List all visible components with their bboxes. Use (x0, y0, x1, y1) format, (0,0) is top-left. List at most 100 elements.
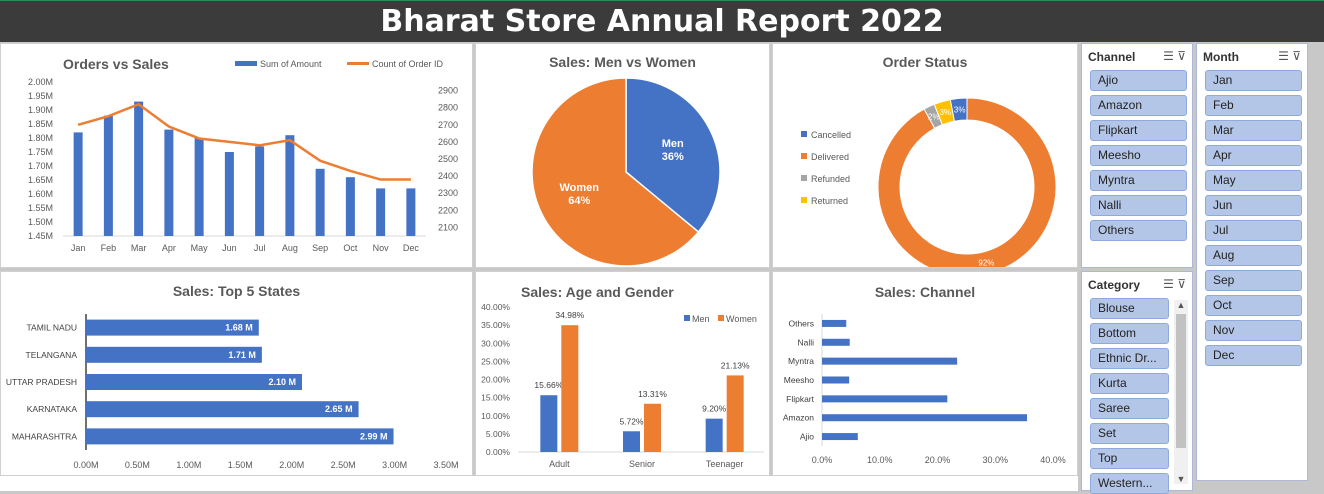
amount-bar (164, 129, 174, 236)
channel-label: Myntra (788, 356, 814, 366)
month-slicer-item[interactable]: Dec (1205, 345, 1302, 366)
month-slicer-item[interactable]: Jun (1205, 195, 1302, 216)
order-status-panel[interactable]: Order Status 92% 2% 3% 3% Cancelled Delivered… (772, 43, 1078, 277)
month-slicer-item[interactable]: Sep (1205, 270, 1302, 291)
legend-label: Refunded (811, 174, 850, 184)
clear-filter-icon[interactable]: ⊽ (1177, 49, 1186, 63)
y-left-tick-label: 1.45M (28, 231, 53, 241)
channel-slicer-item[interactable]: Nalli (1090, 195, 1187, 216)
amount-bar (376, 188, 386, 236)
channel-label: Flipkart (786, 394, 815, 404)
month-slicer-item[interactable]: Jul (1205, 220, 1302, 241)
age-gender-bar (623, 431, 640, 452)
x-tick-label: 3.50M (433, 460, 458, 470)
month-slicer-header: Month (1203, 50, 1239, 64)
category-slicer-header: Category (1088, 278, 1141, 292)
category-scrollbar[interactable]: ▲ ▼ (1174, 300, 1188, 484)
channel-label: Others (788, 318, 814, 328)
orders-vs-sales-panel[interactable]: Orders vs Sales 2.00M 1.95M 1.90M 1.85M 1.80… (0, 43, 473, 268)
multi-select-icon[interactable]: ☰ (1278, 49, 1289, 63)
x-tick-label: Feb (101, 243, 117, 253)
clear-filter-icon[interactable]: ⊽ (1177, 277, 1186, 291)
x-tick-label: 0.00M (73, 460, 98, 470)
legend-label: Delivered (811, 152, 849, 162)
category-slicer-item[interactable]: Kurta (1090, 373, 1169, 394)
y-left-tick-label: 1.80M (28, 133, 53, 143)
x-tick-label: Jan (71, 243, 86, 253)
x-tick-label: Senior (629, 459, 655, 469)
channel-slicer-item[interactable]: Flipkart (1090, 120, 1187, 141)
y-tick-label: 15.00% (481, 393, 510, 403)
month-slicer-item[interactable]: Mar (1205, 120, 1302, 141)
y-right-tick-label: 2500 (438, 154, 458, 164)
y-left-tick-label: 1.70M (28, 161, 53, 171)
legend-swatch (801, 153, 807, 159)
scroll-down-icon[interactable]: ▼ (1176, 474, 1186, 484)
channel-slicer-item[interactable]: Others (1090, 220, 1187, 241)
amount-bar (194, 138, 204, 236)
category-slicer-item[interactable]: Saree (1090, 398, 1169, 419)
channel-slicer-item[interactable]: Ajio (1090, 70, 1187, 91)
x-tick-label: 30.0% (982, 455, 1008, 465)
amount-bar (73, 132, 83, 236)
bar-value-label: 5.72% (619, 416, 644, 426)
legend-swatch (801, 175, 807, 181)
multi-select-icon[interactable]: ☰ (1163, 49, 1174, 63)
channel-slicer[interactable]: Channel ☰ ⊽ Ajio Amazon Flipkart Meesho Mynt… (1081, 43, 1193, 268)
scroll-thumb[interactable] (1176, 314, 1186, 448)
category-slicer-item[interactable]: Blouse (1090, 298, 1169, 319)
month-slicer-item[interactable]: May (1205, 170, 1302, 191)
age-gender-panel[interactable]: Sales: Age and Gender 40.00% 35.00% 30.00%… (475, 271, 770, 476)
scroll-up-icon[interactable]: ▲ (1176, 300, 1186, 310)
channel-bar (822, 395, 948, 403)
clear-filter-icon[interactable]: ⊽ (1292, 49, 1301, 63)
channel-label: Meesho (784, 375, 815, 385)
legend-swatch (801, 197, 807, 203)
channel-title: Sales: Channel (874, 284, 976, 300)
month-slicer-item[interactable]: Feb (1205, 95, 1302, 116)
month-slicer-item[interactable]: Oct (1205, 295, 1302, 316)
channel-label: Amazon (783, 413, 814, 423)
age-gender-bar (644, 403, 661, 452)
month-slicer-item[interactable]: Jan (1205, 70, 1302, 91)
y-left-tick-label: 2.00M (28, 77, 53, 87)
legend-label: Cancelled (811, 130, 851, 140)
x-tick-label: May (191, 243, 209, 253)
y-left-tick-label: 1.55M (28, 203, 53, 213)
slicer-header-icons: ☰ ⊽ (1163, 49, 1186, 63)
category-slicer[interactable]: Category ☰ ⊽ ▲ ▼ Blouse Bottom Ethnic Dr..… (1081, 271, 1193, 494)
y-left-tick-label: 1.95M (28, 91, 53, 101)
men-vs-women-panel[interactable]: Sales: Men vs Women Men 36% Women 64% (475, 43, 770, 268)
y-right-tick-label: 2400 (438, 171, 458, 181)
y-right-tick-label: 2900 (438, 86, 458, 96)
order-status-chart: 92%2% 3% 3%CancelledDeliveredRefundedRetur… (801, 97, 1057, 277)
channel-slicer-item[interactable]: Myntra (1090, 170, 1187, 191)
category-slicer-item[interactable]: Western... (1090, 473, 1169, 494)
multi-select-icon[interactable]: ☰ (1163, 277, 1174, 291)
channel-label: Ajio (800, 432, 814, 442)
category-slicer-item[interactable]: Ethnic Dr... (1090, 348, 1169, 369)
channel-slicer-item[interactable]: Meesho (1090, 145, 1187, 166)
y-tick-label: 25.00% (481, 356, 510, 366)
month-slicer[interactable]: Month ☰ ⊽ Jan Feb Mar Apr May Jun Jul Aug Sep Oct… (1196, 43, 1308, 481)
month-slicer-item[interactable]: Apr (1205, 145, 1302, 166)
category-slicer-item[interactable]: Bottom (1090, 323, 1169, 344)
month-slicer-item[interactable]: Aug (1205, 245, 1302, 266)
legend-swatch-amount (235, 61, 257, 66)
month-slicer-item[interactable]: Nov (1205, 320, 1302, 341)
state-bar (86, 401, 359, 418)
bar-value-label: 13.31% (638, 389, 667, 399)
x-tick-label: 2.00M (279, 460, 304, 470)
age-gender-bar (561, 325, 579, 452)
y-left-tick-label: 1.90M (28, 105, 53, 115)
category-slicer-item[interactable]: Set (1090, 423, 1169, 444)
x-tick-label: 10.0% (867, 455, 893, 465)
top-states-panel[interactable]: Sales: Top 5 States 1.68 M TAMIL NADU 1.71… (0, 271, 473, 476)
channel-panel[interactable]: Sales: Channel Others Nalli Myntra Meesho Fl… (772, 271, 1078, 476)
report-title: Bharat Store Annual Report 2022 (380, 4, 944, 39)
legend-label-orders: Count of Order ID (372, 59, 444, 69)
channel-slicer-item[interactable]: Amazon (1090, 95, 1187, 116)
category-slicer-item[interactable]: Top (1090, 448, 1169, 469)
age-gender-bar (726, 375, 744, 452)
